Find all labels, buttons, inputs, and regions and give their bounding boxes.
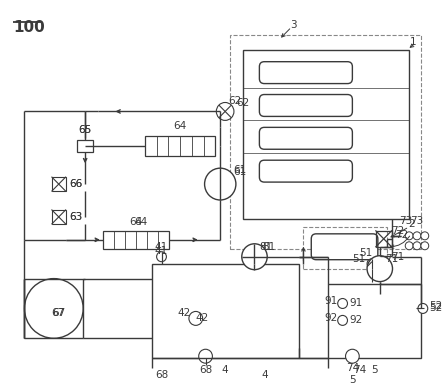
Bar <box>52 177 66 191</box>
Text: 61: 61 <box>233 167 246 177</box>
Circle shape <box>421 232 429 240</box>
Text: 81: 81 <box>263 242 276 252</box>
Text: 64: 64 <box>134 217 148 227</box>
Circle shape <box>346 349 359 363</box>
Bar <box>303 227 387 269</box>
Text: 68: 68 <box>155 370 168 380</box>
Circle shape <box>24 279 83 338</box>
Text: 64: 64 <box>174 121 187 131</box>
Bar <box>328 284 421 358</box>
Circle shape <box>421 242 429 250</box>
Text: 92: 92 <box>350 315 363 325</box>
Bar <box>103 231 169 249</box>
Circle shape <box>338 315 347 325</box>
Circle shape <box>405 242 413 250</box>
Text: 51: 51 <box>352 254 365 264</box>
FancyBboxPatch shape <box>260 95 352 117</box>
Bar <box>243 50 409 219</box>
Text: 100: 100 <box>14 20 46 35</box>
Text: 72: 72 <box>395 230 408 240</box>
Text: 91: 91 <box>324 296 338 306</box>
Circle shape <box>413 242 421 250</box>
Text: 63: 63 <box>70 212 83 222</box>
Circle shape <box>418 303 428 313</box>
Text: 67: 67 <box>52 308 66 318</box>
Text: 74: 74 <box>354 365 367 375</box>
Bar <box>52 210 66 224</box>
Text: 65: 65 <box>78 125 92 135</box>
FancyBboxPatch shape <box>260 62 352 84</box>
Text: 1: 1 <box>410 37 416 47</box>
Circle shape <box>367 259 377 269</box>
Text: 5: 5 <box>349 375 356 385</box>
Text: 68: 68 <box>199 365 212 375</box>
Text: 64: 64 <box>129 217 143 227</box>
Text: 81: 81 <box>260 242 273 252</box>
Text: 67: 67 <box>51 308 64 318</box>
Text: 92: 92 <box>324 313 338 323</box>
Text: 52: 52 <box>429 301 442 312</box>
Text: 62: 62 <box>228 96 241 107</box>
Text: 42: 42 <box>196 313 209 323</box>
Text: 41: 41 <box>155 246 168 256</box>
Bar <box>78 140 93 152</box>
FancyBboxPatch shape <box>260 127 352 149</box>
Bar <box>230 35 421 249</box>
Text: 42: 42 <box>178 308 191 318</box>
Circle shape <box>405 232 413 240</box>
Text: 61: 61 <box>233 165 246 175</box>
Text: 66: 66 <box>70 179 83 189</box>
Circle shape <box>157 252 167 262</box>
Text: 71: 71 <box>385 254 398 264</box>
Text: 41: 41 <box>155 242 168 252</box>
Text: 52: 52 <box>429 303 442 313</box>
Text: 63: 63 <box>70 212 83 222</box>
Text: 4: 4 <box>261 370 268 380</box>
Text: 2: 2 <box>408 219 414 229</box>
Circle shape <box>199 349 212 363</box>
Text: 73: 73 <box>410 216 424 226</box>
Circle shape <box>216 103 234 120</box>
Circle shape <box>189 312 202 325</box>
Bar <box>145 136 215 156</box>
Circle shape <box>205 168 236 200</box>
Circle shape <box>413 232 421 240</box>
Text: 71: 71 <box>392 252 405 262</box>
FancyBboxPatch shape <box>311 234 378 260</box>
Text: 51: 51 <box>359 248 372 258</box>
FancyBboxPatch shape <box>260 160 352 182</box>
Text: 62: 62 <box>236 98 249 108</box>
Circle shape <box>338 298 347 308</box>
Text: 74: 74 <box>346 363 359 373</box>
Bar <box>152 264 299 358</box>
Text: 65: 65 <box>78 125 92 135</box>
Text: 3: 3 <box>290 20 297 30</box>
Text: 72: 72 <box>392 226 405 236</box>
Text: 91: 91 <box>350 298 363 308</box>
Bar <box>376 231 392 247</box>
Text: 5: 5 <box>371 365 378 375</box>
Circle shape <box>367 256 392 282</box>
Circle shape <box>242 244 267 270</box>
Text: 73: 73 <box>400 216 413 226</box>
Text: 4: 4 <box>222 365 229 375</box>
Text: 66: 66 <box>70 179 83 189</box>
